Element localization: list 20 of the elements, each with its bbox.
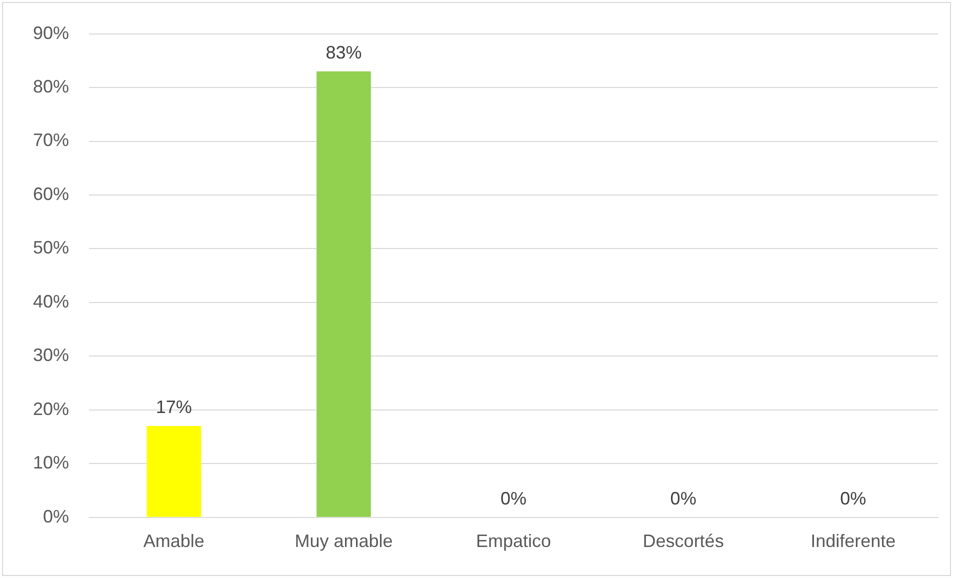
y-tick-label: 0% [43, 506, 70, 526]
y-tick-label: 30% [32, 345, 70, 366]
x-tick-label: Amable [143, 531, 204, 552]
x-tick-label: Empatico [476, 531, 552, 552]
data-label: 0% [500, 488, 527, 508]
y-tick-label: 60% [32, 184, 70, 204]
y-tick-label: 90% [32, 22, 70, 43]
x-tick-label: Descortés [642, 531, 724, 552]
y-tick-label: 80% [32, 76, 70, 96]
data-label: 17% [156, 397, 192, 418]
data-label: 0% [670, 488, 696, 508]
y-tick-label: 70% [32, 130, 70, 150]
data-label: 0% [840, 488, 866, 508]
y-tick-label: 40% [32, 291, 70, 312]
x-tick-label: Indiferente [810, 531, 896, 552]
y-tick-label: 50% [32, 238, 70, 258]
x-tick-label: Muy amable [294, 531, 393, 552]
y-tick-label: 20% [32, 398, 70, 419]
data-label: 83% [326, 42, 362, 62]
y-tick-label: 10% [32, 452, 70, 473]
